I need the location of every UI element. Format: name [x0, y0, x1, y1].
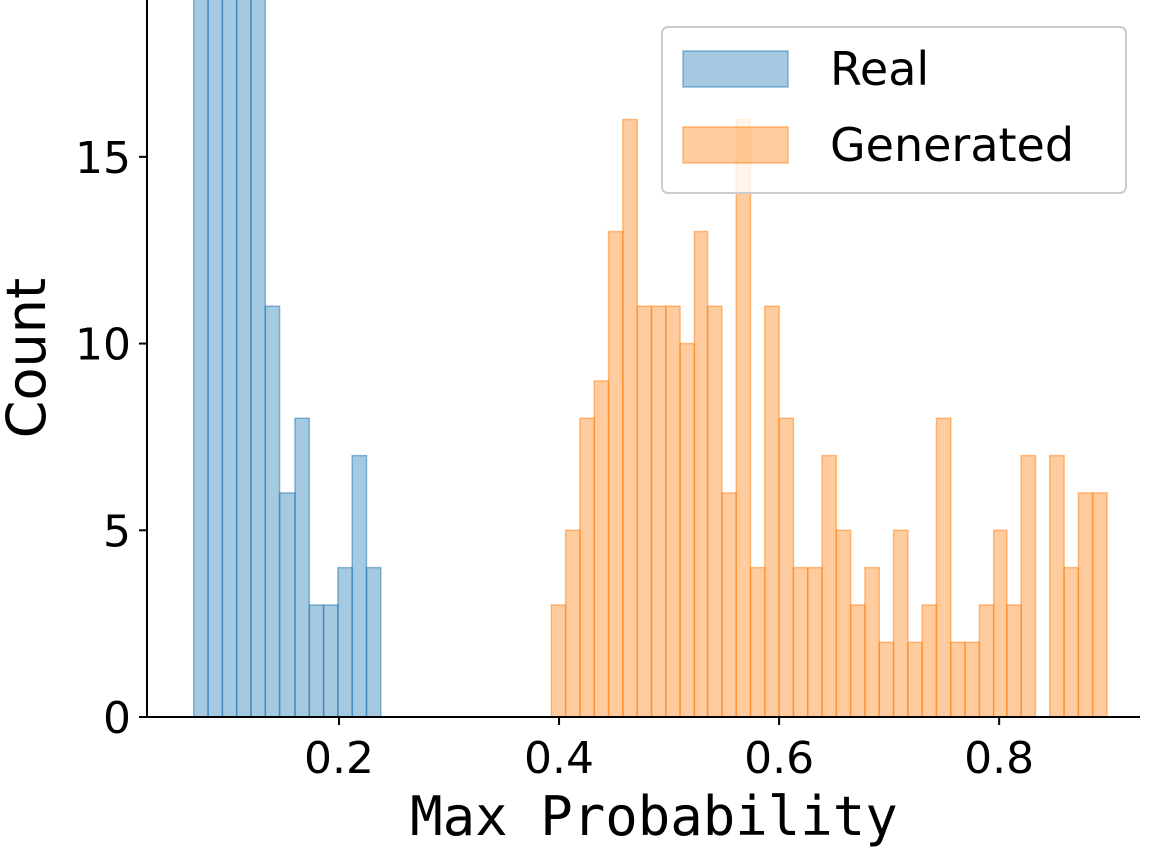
bar: [665, 305, 681, 717]
bar: [1063, 566, 1080, 717]
bar: [706, 305, 723, 717]
bar: [892, 529, 909, 717]
x-axis-label: Max Probability: [410, 785, 898, 848]
bar: [835, 529, 852, 717]
y-tick-label: 10: [75, 320, 131, 371]
bar: [351, 454, 368, 717]
bar: [193, 0, 209, 717]
plot-area: [193, 0, 1108, 717]
y-tick-label: 5: [103, 506, 131, 557]
bar: [550, 604, 567, 717]
bar: [849, 604, 866, 717]
legend-label: Real: [830, 42, 929, 96]
bar: [308, 604, 325, 717]
y-tick-label: 0: [103, 693, 131, 744]
bar: [294, 417, 311, 717]
bar: [235, 0, 252, 717]
bar: [978, 604, 995, 717]
bar: [721, 492, 737, 717]
bar: [778, 417, 795, 717]
x-tick-label: 0.6: [744, 733, 814, 784]
bar: [365, 566, 382, 717]
bar: [207, 0, 224, 717]
bar: [964, 641, 981, 717]
bar: [607, 230, 624, 717]
bar: [735, 118, 752, 717]
bar: [636, 305, 653, 717]
bar: [806, 566, 823, 717]
bar: [322, 604, 339, 717]
bar: [1091, 492, 1108, 717]
bar: [250, 0, 267, 717]
bar: [593, 380, 610, 717]
x-tick-label: 0.4: [524, 733, 594, 784]
bar: [878, 641, 895, 717]
bar: [821, 454, 838, 717]
bar: [1020, 454, 1037, 717]
bar: [337, 566, 353, 717]
bar: [935, 417, 952, 717]
bar: [764, 305, 780, 717]
bar: [1006, 604, 1022, 717]
x-tick-label: 0.8: [964, 733, 1034, 784]
bar: [278, 492, 296, 717]
bar: [864, 566, 880, 717]
bar: [792, 566, 809, 717]
bar: [564, 529, 581, 717]
bar: [1049, 454, 1065, 717]
legend-label: Generated: [830, 118, 1074, 172]
bar: [749, 566, 766, 717]
bar: [921, 604, 938, 717]
legend-box: [661, 26, 1127, 194]
bar: [679, 342, 696, 717]
bar: [950, 641, 966, 717]
bar: [650, 305, 667, 717]
bar: [221, 0, 238, 717]
legend-swatch: [682, 50, 789, 88]
bar: [1077, 492, 1094, 717]
bar: [907, 641, 923, 717]
bar: [992, 529, 1008, 717]
y-tick-label: 15: [75, 133, 131, 184]
bar: [264, 305, 281, 717]
bar: [693, 230, 709, 717]
x-tick-label: 0.2: [304, 733, 374, 784]
bar: [622, 118, 638, 717]
y-axis-label: Count: [0, 278, 58, 438]
legend-swatch: [682, 126, 789, 164]
bar: [579, 417, 596, 717]
